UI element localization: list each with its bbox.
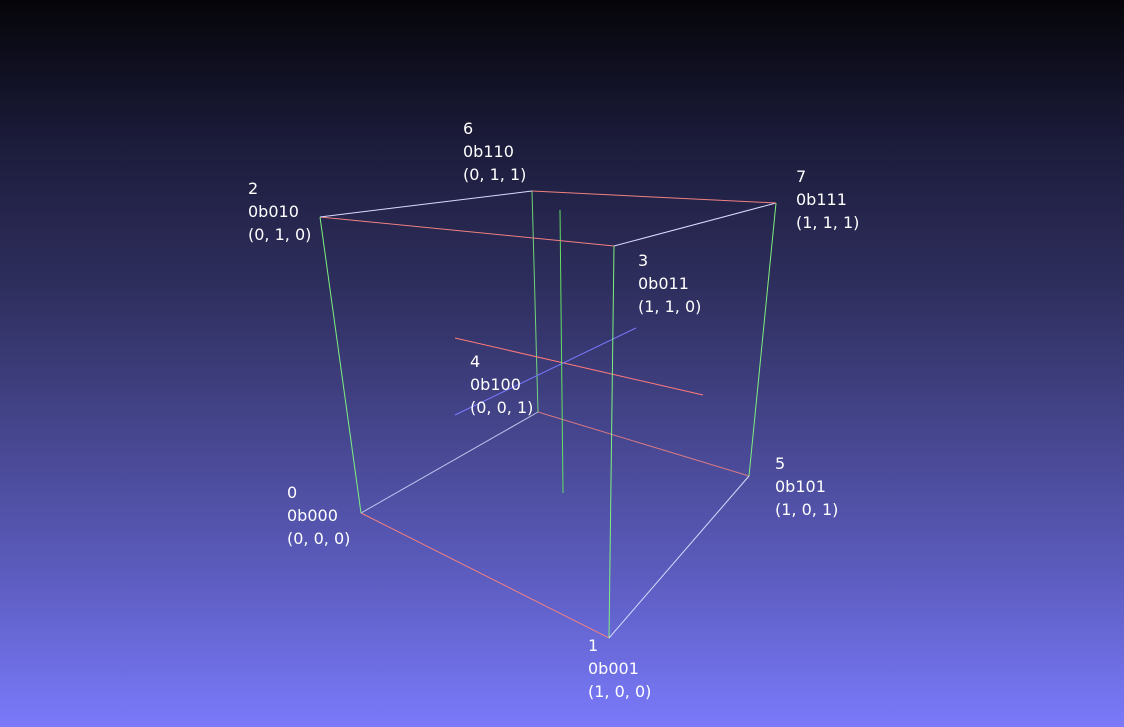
- vertex-index: 3: [638, 251, 649, 270]
- vertex-label-6: 6 0b110 (0, 1, 1): [463, 117, 526, 186]
- vertex-label-1: 1 0b001 (1, 0, 0): [588, 634, 651, 703]
- vertex-index: 2: [248, 179, 259, 198]
- vertex-index: 5: [775, 454, 786, 473]
- vertex-binary: 0b011: [638, 274, 689, 293]
- vertex-label-2: 2 0b010 (0, 1, 0): [248, 177, 311, 246]
- vertex-coords: (0, 1, 1): [463, 165, 527, 184]
- vertex-coords: (1, 0, 0): [588, 682, 652, 701]
- edge-0-1: [360, 512, 610, 639]
- vertex-label-3: 3 0b011 (1, 1, 0): [638, 249, 701, 318]
- vertex-coords: (0, 1, 0): [248, 225, 312, 244]
- vertex-index: 0: [287, 483, 298, 502]
- vertex-index: 1: [588, 636, 599, 655]
- edge-3-7: [613, 202, 777, 247]
- vertex-binary: 0b000: [287, 506, 338, 525]
- edge-5-7: [748, 202, 777, 477]
- vertex-binary: 0b101: [775, 477, 826, 496]
- vertex-coords: (1, 1, 0): [638, 297, 702, 316]
- edge-0-4: [360, 411, 539, 514]
- vertex-label-4: 4 0b100 (0, 0, 1): [470, 350, 533, 419]
- edge-1-5: [608, 475, 750, 639]
- vertex-binary: 0b001: [588, 659, 639, 678]
- vertex-index: 6: [463, 119, 474, 138]
- vertex-coords: (0, 0, 1): [470, 398, 534, 417]
- y-axis: [559, 209, 564, 494]
- vertex-index: 4: [470, 352, 481, 371]
- x-axis: [454, 337, 704, 396]
- vertex-binary: 0b100: [470, 375, 521, 394]
- edge-2-3: [319, 216, 615, 247]
- edge-6-7: [531, 190, 777, 204]
- vertex-coords: (0, 0, 0): [287, 529, 351, 548]
- edge-1-3: [608, 245, 615, 639]
- z-axis: [454, 327, 637, 416]
- vertex-label-0: 0 0b000 (0, 0, 0): [287, 481, 350, 550]
- vertex-binary: 0b111: [796, 190, 847, 209]
- vertex-label-7: 7 0b111 (1, 1, 1): [796, 165, 859, 234]
- vertex-label-5: 5 0b101 (1, 0, 1): [775, 452, 838, 521]
- vertex-coords: (1, 1, 1): [796, 213, 860, 232]
- edge-2-6: [319, 190, 533, 218]
- edge-0-2: [319, 216, 362, 514]
- vertex-index: 7: [796, 167, 807, 186]
- edge-4-5: [537, 411, 750, 477]
- vertex-binary: 0b110: [463, 142, 514, 161]
- vertex-coords: (1, 0, 1): [775, 500, 839, 519]
- vertex-binary: 0b010: [248, 202, 299, 221]
